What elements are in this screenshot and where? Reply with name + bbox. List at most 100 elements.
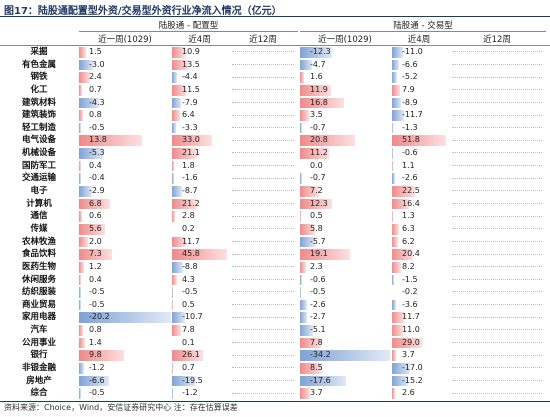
data-bar: [300, 110, 310, 121]
value-cell: 1.6: [300, 71, 390, 84]
sparkline-cell: [232, 109, 294, 116]
value-cell: 13.8: [79, 134, 171, 147]
value-label: 0.4: [89, 160, 102, 170]
value-label: -1.2: [182, 388, 198, 398]
data-bar: [79, 122, 82, 134]
value-cell: 3.5: [300, 109, 390, 122]
data-bar: [300, 84, 332, 96]
value-label: 5.8: [310, 223, 323, 233]
column-header: 近4周: [407, 35, 431, 45]
data-bar: [172, 160, 175, 172]
value-label: -0.5: [182, 287, 198, 297]
value-cell: 3.7: [392, 349, 446, 362]
data-bar: [79, 72, 90, 83]
sparkline-cell: [452, 248, 542, 255]
value-label: -0.5: [89, 388, 105, 398]
data-bar: [79, 261, 85, 273]
value-label: 7.8: [182, 325, 195, 335]
data-bar: [300, 312, 308, 324]
data-bar: [300, 198, 333, 210]
data-bar: [392, 173, 395, 185]
value-cell: 5.8: [300, 223, 390, 236]
industry-name: 食品饮料: [21, 249, 56, 260]
value-label: -1.6: [182, 173, 198, 183]
data-bar: [300, 122, 302, 134]
data-bar: [300, 388, 310, 399]
value-cell: 4.3: [172, 274, 227, 287]
group-rule: [79, 31, 298, 32]
value-label: 3.5: [310, 110, 323, 120]
value-label: -12.3: [310, 47, 331, 56]
sparkline-cell: [232, 122, 294, 129]
sparkline-cell: [452, 71, 542, 78]
value-label: -5.1: [310, 325, 326, 335]
value-cell: 0.8: [79, 324, 171, 337]
value-cell: -12.3: [300, 46, 390, 59]
value-label: 3.7: [310, 388, 323, 398]
sparkline-cell: [452, 59, 542, 65]
value-label: 6.3: [402, 223, 415, 233]
data-bar: [392, 160, 394, 172]
data-bar: [79, 186, 93, 197]
industry-name: 机械设备: [21, 148, 56, 159]
value-cell: 8.2: [392, 261, 446, 274]
data-bar: [172, 148, 198, 159]
data-bar: [172, 59, 189, 71]
value-label: -2.6: [310, 299, 326, 309]
value-label: 3.7: [402, 350, 415, 360]
sparkline-cell: [232, 311, 294, 318]
value-cell: 0.7: [172, 362, 227, 375]
value-cell: 0.1: [172, 337, 227, 350]
value-label: -6.6: [402, 59, 418, 69]
industry-name: 化工: [30, 84, 48, 95]
industry-name: 公用事业: [21, 337, 56, 348]
value-label: 0.8: [89, 325, 102, 335]
industry-name: 电气设备: [21, 135, 56, 146]
value-label: 1.2: [89, 261, 102, 271]
industry-name: 建筑材料: [21, 97, 56, 108]
data-bar: [172, 186, 183, 197]
value-cell: -11.7: [392, 109, 446, 122]
sparkline-cell: [232, 362, 294, 369]
column-header: 近12周: [483, 35, 511, 45]
sparkline-cell: [232, 375, 294, 381]
data-bar: [300, 47, 333, 58]
data-bar: [79, 274, 81, 286]
data-bar: [172, 84, 186, 96]
value-label: -1.2: [89, 363, 105, 372]
data-bar: [172, 122, 176, 134]
value-label: -11.7: [402, 110, 423, 120]
data-bar: [79, 299, 82, 311]
industry-name: 电子: [30, 186, 48, 197]
value-cell: 11.7: [392, 311, 446, 324]
value-label: 4.3: [182, 274, 195, 284]
value-cell: -11.0: [392, 46, 446, 59]
value-cell: 1.1: [392, 160, 446, 173]
value-label: -17.6: [310, 375, 331, 385]
value-label: 12.3: [310, 198, 328, 208]
sparkline-cell: [232, 210, 294, 217]
sparkline-cell: [452, 236, 542, 242]
value-cell: 16.4: [392, 198, 446, 211]
data-bar: [392, 72, 398, 83]
value-label: 21.1: [182, 148, 200, 158]
column-header: 近12周: [249, 35, 277, 45]
value-label: -0.5: [89, 122, 105, 132]
value-cell: 6.3: [392, 223, 446, 236]
data-bar: [172, 249, 227, 260]
sparkline-cell: [452, 387, 542, 394]
value-cell: 0.4: [79, 160, 171, 173]
value-cell: -17.0: [392, 362, 446, 375]
sparkline-cell: [452, 324, 542, 331]
data-bar: [392, 299, 396, 311]
value-label: 7.3: [89, 249, 102, 259]
data-bar: [300, 337, 321, 349]
value-label: -0.6: [402, 148, 418, 158]
data-bar: [392, 198, 410, 210]
value-cell: 5.6: [79, 223, 171, 236]
value-label: -6.6: [89, 375, 105, 385]
value-label: -3.3: [182, 122, 198, 132]
sparkline-cell: [452, 185, 542, 192]
value-label: -5.7: [310, 236, 326, 246]
